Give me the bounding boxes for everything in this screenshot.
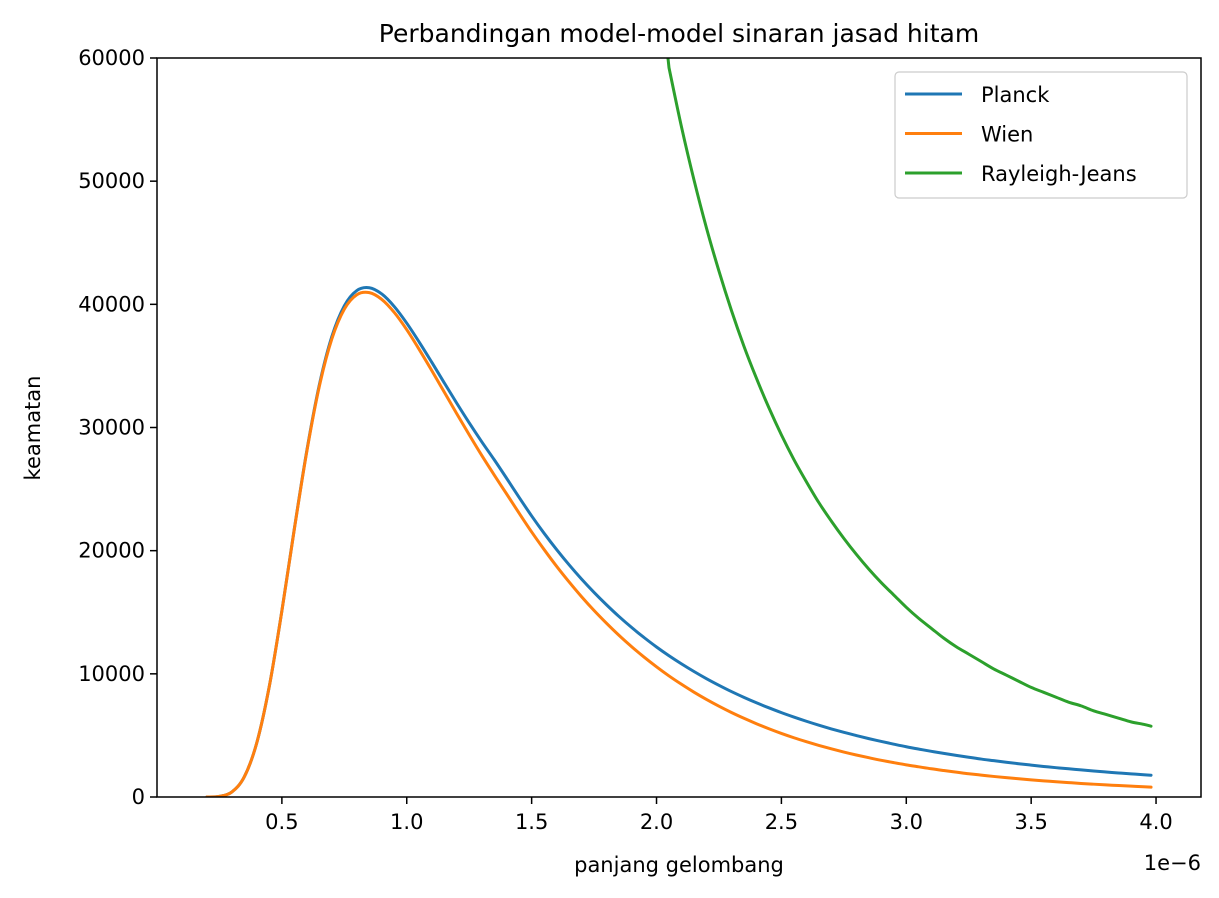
x-tick-label: 1.0 [390, 810, 423, 834]
series-line-wien [205, 290, 1153, 797]
x-tick-label: 3.5 [1014, 810, 1047, 834]
plot-area [205, 58, 1153, 797]
series-line-rayleigh-jeans [666, 58, 1153, 728]
legend: Planck Wien Rayleigh-Jeans [894, 71, 1188, 199]
legend-label: Rayleigh-Jeans [981, 162, 1137, 186]
y-tick-label: 60000 [78, 46, 145, 70]
y-tick-label: 40000 [78, 292, 145, 316]
y-tick-label: 50000 [78, 169, 145, 193]
x-tick-label: 3.0 [890, 810, 923, 834]
y-tick-label: 20000 [78, 539, 145, 563]
y-tick-label: 10000 [78, 662, 145, 686]
y-tick-label: 30000 [78, 416, 145, 440]
legend-label: Planck [981, 83, 1050, 107]
x-tick-label: 1.5 [515, 810, 548, 834]
x-axis-label: panjang gelombang [574, 853, 784, 877]
chart-title: Perbandingan model-model sinaran jasad h… [379, 19, 979, 48]
x-tick-label: 0.5 [265, 810, 298, 834]
y-axis: 0 10000 20000 30000 40000 50000 60000 [78, 46, 157, 809]
y-tick-label: 0 [132, 785, 145, 809]
y-axis-label: keamatan [21, 376, 45, 481]
x-tick-label: 4.0 [1139, 810, 1172, 834]
legend-box [894, 71, 1188, 199]
x-axis: 0.5 1.0 1.5 2.0 2.5 3.0 3.5 4.0 [265, 797, 1173, 834]
legend-label: Wien [981, 123, 1033, 147]
x-tick-label: 2.0 [640, 810, 673, 834]
x-tick-label: 2.5 [765, 810, 798, 834]
x-offset-label: 1e−6 [1144, 851, 1201, 875]
series-line-planck [205, 285, 1153, 797]
